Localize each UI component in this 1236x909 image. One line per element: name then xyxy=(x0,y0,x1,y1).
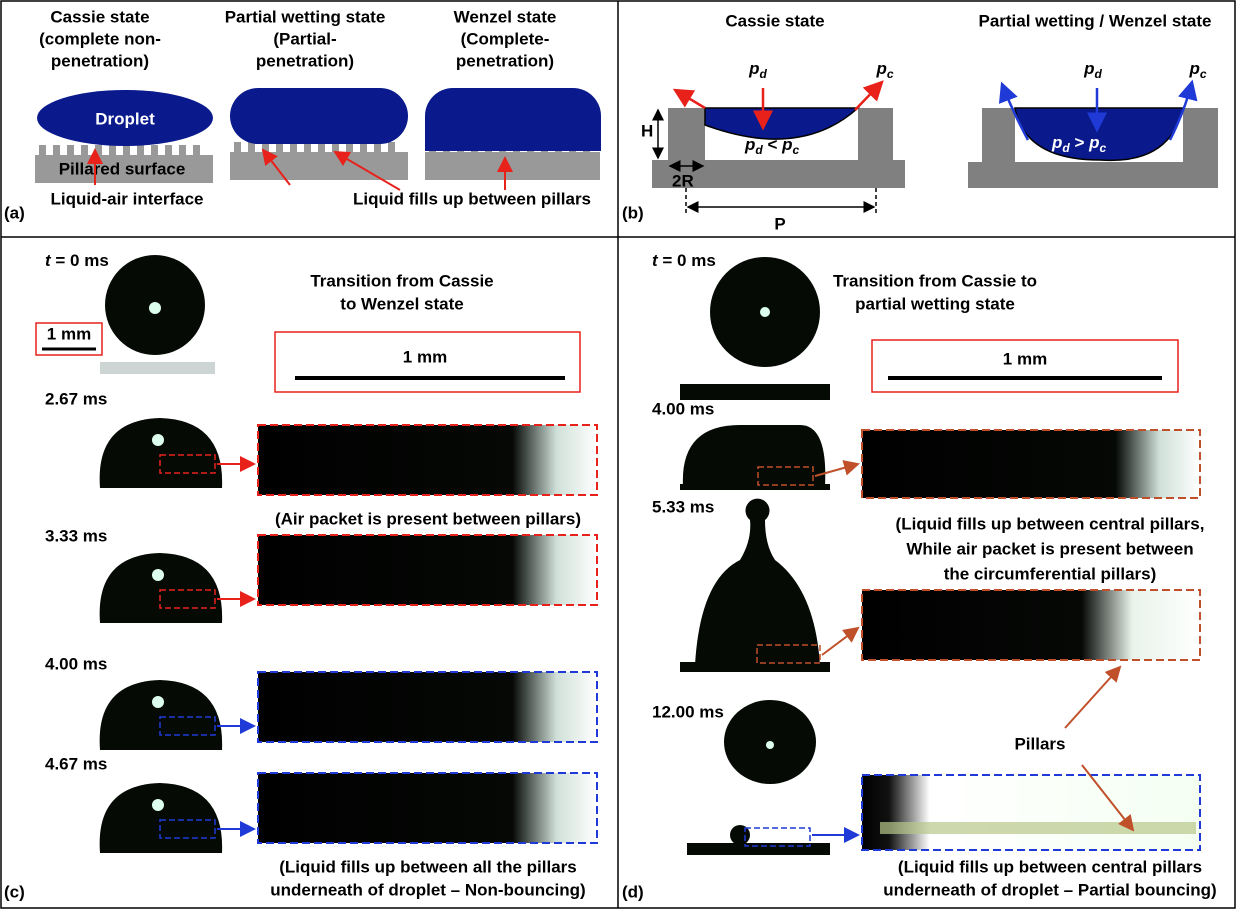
zoom-image xyxy=(258,425,597,495)
annotation: While air packet is present between xyxy=(906,539,1193,558)
time-label: 4.00 ms xyxy=(45,654,107,673)
panel-label: (b) xyxy=(622,203,644,222)
dimension: H xyxy=(641,121,653,140)
annotation: (Liquid fills up between central pillars… xyxy=(896,514,1205,533)
annotation: Pillars xyxy=(1014,734,1065,753)
caption: (Liquid fills up between central pillars xyxy=(898,857,1202,876)
title: (complete non- xyxy=(39,29,161,48)
droplet-label: Droplet xyxy=(95,109,155,128)
title: penetration) xyxy=(256,51,354,70)
panel-a: Cassie state (complete non- penetration)… xyxy=(4,7,601,222)
pillar xyxy=(234,142,241,153)
panel-label: (c) xyxy=(4,882,25,901)
highlight xyxy=(152,434,164,446)
scale-label: 1 mm xyxy=(403,347,447,366)
symbol: pc xyxy=(875,59,893,81)
inequality: pd < pc xyxy=(744,135,800,157)
droplet-image xyxy=(100,783,222,853)
pillar xyxy=(67,145,74,156)
inequality: pd > pc xyxy=(1051,133,1107,155)
title: partial wetting state xyxy=(855,294,1015,313)
figure: Cassie state (complete non- penetration)… xyxy=(0,0,1236,909)
image-rows xyxy=(100,418,597,853)
title: Wenzel state xyxy=(454,7,557,26)
highlight xyxy=(152,799,164,811)
droplet-image xyxy=(100,553,222,623)
substrate xyxy=(425,152,600,180)
time-label: 2.67 ms xyxy=(45,389,107,408)
surface-label: Pillared surface xyxy=(59,159,186,178)
time-label: 4.67 ms xyxy=(45,754,107,773)
title: Cassie state xyxy=(50,7,149,26)
pillar xyxy=(137,145,144,156)
time-label: 3.33 ms xyxy=(45,526,107,545)
zoom-image xyxy=(258,773,597,843)
pillar xyxy=(81,145,88,156)
zoom-image xyxy=(258,672,597,742)
title: (Partial- xyxy=(273,29,336,48)
annotation: the circumferential pillars) xyxy=(944,564,1157,583)
title: Partial wetting / Wenzel state xyxy=(978,11,1211,30)
pillar xyxy=(193,145,200,156)
title: penetration) xyxy=(51,51,149,70)
dimension: 2R xyxy=(672,171,694,190)
title: Transition from Cassie to xyxy=(833,271,1037,290)
pillar xyxy=(109,145,116,156)
time-label: t = 0 ms xyxy=(652,251,716,270)
pillar xyxy=(151,145,158,156)
scale-label: 1 mm xyxy=(1003,349,1047,368)
dimension: P xyxy=(774,214,785,233)
title: Partial wetting state xyxy=(225,7,386,26)
droplet xyxy=(230,88,408,144)
pillar xyxy=(95,145,102,156)
time-label: t = 0 ms xyxy=(45,251,109,270)
pillar xyxy=(53,145,60,156)
annotation: Liquid fills up between pillars xyxy=(353,189,591,208)
liquid xyxy=(705,108,858,139)
substrate xyxy=(230,152,408,180)
caption: underneath of droplet – Non-bouncing) xyxy=(270,880,585,899)
title: Transition from Cassie xyxy=(310,271,493,290)
time-label: 4.00 ms xyxy=(652,399,714,418)
panel-label: (a) xyxy=(4,203,25,222)
title: Cassie state xyxy=(725,11,824,30)
zoom-image xyxy=(258,535,597,605)
scale-label: 1 mm xyxy=(47,324,91,343)
pillar xyxy=(179,145,186,156)
caption: underneath of droplet – Partial bouncing… xyxy=(883,880,1216,899)
panel-label: (d) xyxy=(622,882,644,901)
droplet-image xyxy=(100,418,222,488)
title: penetration) xyxy=(456,51,554,70)
pillar xyxy=(123,145,130,156)
caption: (Liquid fills up between all the pillars xyxy=(279,857,577,876)
droplet-image xyxy=(100,680,222,750)
pillar xyxy=(165,145,172,156)
pillar xyxy=(39,145,46,156)
time-label: 5.33 ms xyxy=(652,497,714,516)
panel-d: t = 0 ms Transition from Cassie to parti… xyxy=(622,251,1217,901)
symbol: pd xyxy=(1083,59,1102,81)
panel-b: Cassie state Partial wetting / Wenzel st… xyxy=(622,11,1218,233)
highlight xyxy=(152,696,164,708)
highlight xyxy=(152,569,164,581)
title: (Complete- xyxy=(461,29,550,48)
panel-c: t = 0 ms 1 mm Transition from Cassie to … xyxy=(4,251,597,901)
symbol: pd xyxy=(748,59,767,81)
time-label: 12.00 ms xyxy=(652,702,724,721)
annotation: Liquid-air interface xyxy=(50,189,203,208)
pillar xyxy=(388,142,395,153)
annotation: (Air packet is present between pillars) xyxy=(275,509,581,528)
symbol: pc xyxy=(1188,59,1206,81)
droplet xyxy=(425,88,601,151)
title: to Wenzel state xyxy=(340,294,463,313)
